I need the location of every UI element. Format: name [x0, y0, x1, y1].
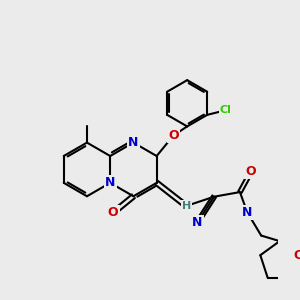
- Text: H: H: [243, 207, 252, 218]
- Text: O: O: [108, 206, 118, 219]
- Text: Cl: Cl: [220, 105, 232, 115]
- Text: N: N: [192, 216, 203, 229]
- Text: N: N: [105, 176, 116, 189]
- Text: O: O: [294, 249, 300, 262]
- Text: N: N: [242, 206, 253, 219]
- Text: H: H: [182, 201, 191, 211]
- Text: N: N: [128, 136, 139, 149]
- Text: O: O: [246, 165, 256, 178]
- Text: O: O: [168, 129, 178, 142]
- Text: N: N: [192, 216, 203, 229]
